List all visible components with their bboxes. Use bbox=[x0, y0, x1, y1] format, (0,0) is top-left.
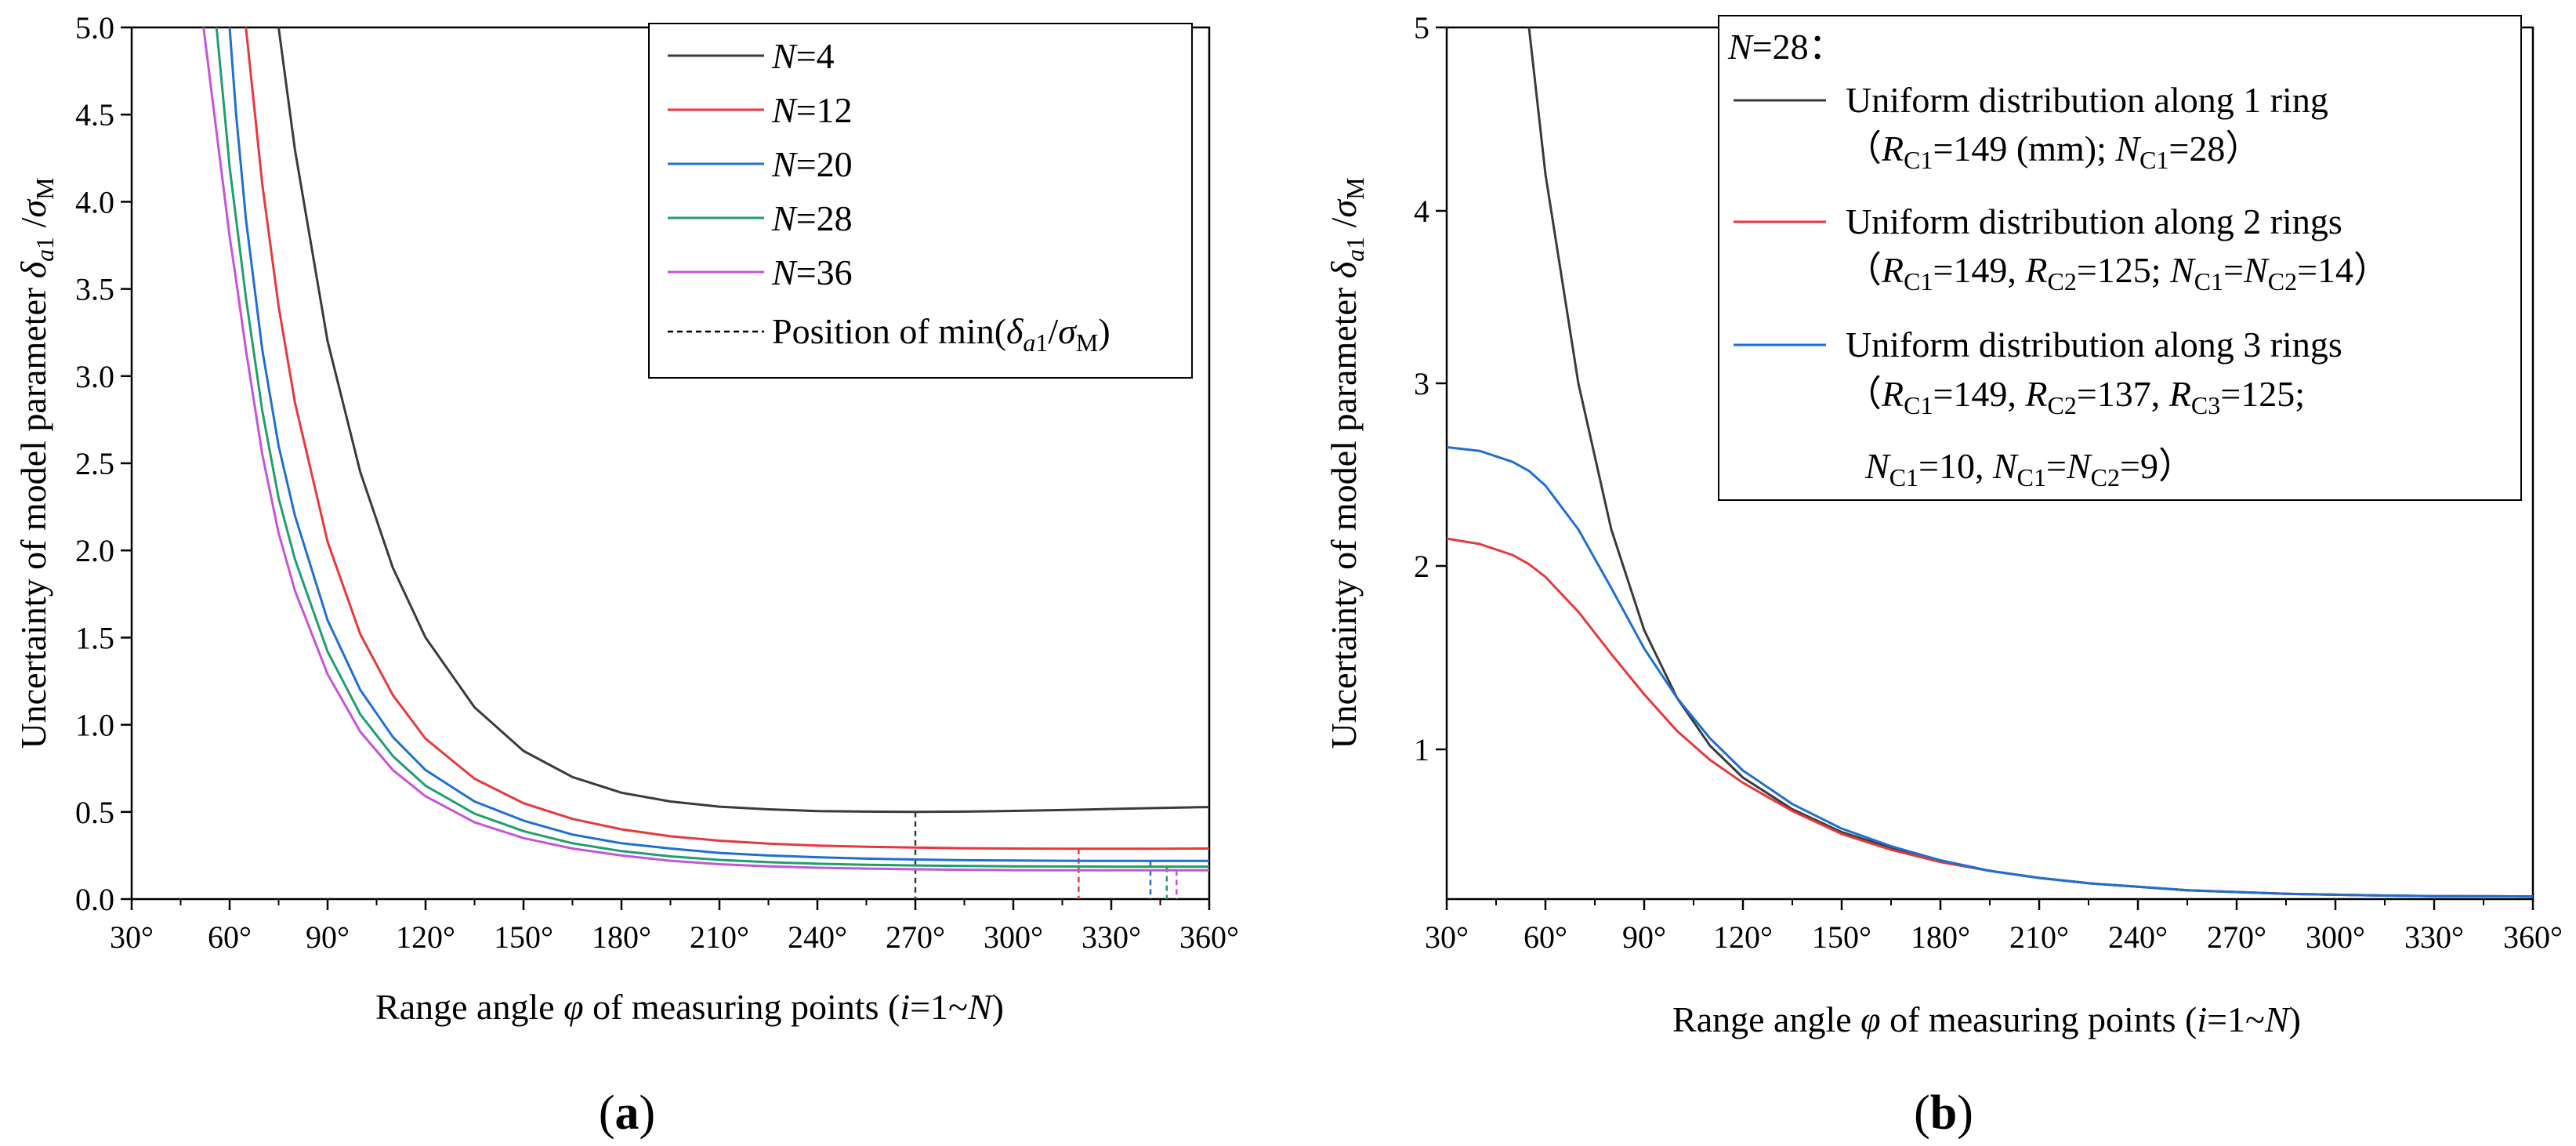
chart-a-x-tick-label: 240° bbox=[788, 919, 847, 955]
chart-b-y-tick-label: 3 bbox=[1414, 366, 1429, 401]
chart-b-x-tick-label: 360° bbox=[2503, 919, 2563, 955]
series-line-uniform-distribution-along-3-rings bbox=[1447, 446, 2533, 898]
chart-b: 30° 60° 90° 120° 150° 180° 210° 240° 270° 300° 330… bbox=[1324, 10, 2563, 1140]
chart-a-legend-label: N=12 bbox=[771, 90, 853, 130]
chart-a-ylabel: Uncertainty of model parameter δa1 /σM bbox=[13, 177, 59, 749]
chart-b-legend-title: N=28： bbox=[1727, 27, 1845, 67]
chart-a-y-tick-label: 3.5 bbox=[75, 272, 114, 307]
chart-b-x-tick-label: 120° bbox=[1713, 919, 1773, 955]
chart-a-y-tick-label: 0.5 bbox=[75, 795, 114, 830]
chart-a-y-tick-label: 5.0 bbox=[75, 10, 114, 45]
chart-a-y-tick-label: 2.0 bbox=[75, 533, 114, 568]
chart-a-legend: N=4 N=12 N=20 N=28 N=36 Position of min(δa1/… bbox=[648, 23, 1193, 379]
chart-a-y-tick-label: 4.0 bbox=[75, 184, 114, 219]
chart-a-xlabel: Range angle φ of measuring points (i=1~N… bbox=[375, 987, 1004, 1027]
chart-b-x-tick-label: 270° bbox=[2207, 919, 2266, 955]
chart-b-xlabel: Range angle φ of measuring points (i=1~N… bbox=[1672, 999, 2301, 1039]
chart-b-legend: N=28： Uniform distribution along 1 ring … bbox=[1718, 15, 2522, 501]
series-line-n-28 bbox=[215, 27, 1209, 869]
series-line-uniform-distribution-along-2-rings bbox=[1447, 537, 2533, 898]
series-line-n-36 bbox=[202, 27, 1209, 872]
chart-a-x-tick-label: 120° bbox=[396, 919, 455, 955]
chart-a-legend-label: N=20 bbox=[771, 144, 853, 184]
chart-b-panel-label: (b) bbox=[1914, 1086, 1973, 1140]
chart-a-x-tick-label: 180° bbox=[592, 919, 651, 955]
chart-a-x-tick-label: 360° bbox=[1179, 919, 1239, 955]
chart-a-x-tick-label: 300° bbox=[984, 919, 1043, 955]
chart-a: 30° 60° 90° 120° 150° 180° 210° 240° 270° 300° 330… bbox=[13, 10, 1239, 1140]
chart-b-axes: 30° 60° 90° 120° 150° 180° 210° 240° 270° 300° 330… bbox=[1414, 10, 2563, 955]
chart-b-y-tick-label: 5 bbox=[1414, 10, 1429, 45]
chart-b-x-tick-label: 240° bbox=[2108, 919, 2168, 955]
series-line-n-20 bbox=[228, 27, 1209, 862]
chart-b-legend-detail: NC1=10, NC1=NC2=9） bbox=[1864, 446, 2194, 491]
chart-b-x-tick-label: 330° bbox=[2404, 919, 2464, 955]
chart-b-legend-label: Uniform distribution along 3 rings bbox=[1846, 325, 2342, 364]
chart-a-axes: 30° 60° 90° 120° 150° 180° 210° 240° 270° 300° 330… bbox=[75, 10, 1239, 955]
chart-b-legend-label: Uniform distribution along 2 rings bbox=[1846, 201, 2342, 241]
chart-b-x-tick-label: 150° bbox=[1812, 919, 1871, 955]
chart-b-legend-detail: （RC1=149, RC2=137, RC3=125; bbox=[1846, 374, 2305, 419]
chart-a-y-tick-label: 2.5 bbox=[75, 446, 114, 481]
chart-a-x-tick-label: 330° bbox=[1081, 919, 1141, 955]
chart-b-series bbox=[1447, 27, 2533, 898]
chart-a-y-tick-label: 0.0 bbox=[75, 882, 114, 917]
chart-b-legend-detail: （RC1=149 (mm); NC1=28） bbox=[1846, 129, 2261, 174]
chart-a-x-tick-label: 90° bbox=[306, 919, 350, 955]
series-line-n-4 bbox=[277, 27, 1209, 814]
chart-a-legend-label: N=4 bbox=[771, 36, 835, 76]
chart-b-x-tick-label: 300° bbox=[2306, 919, 2365, 955]
chart-a-x-tick-label: 150° bbox=[494, 919, 553, 955]
chart-a-y-tick-label: 4.5 bbox=[75, 97, 114, 132]
chart-a-legend-label: N=28 bbox=[771, 198, 853, 238]
chart-b-legend-box bbox=[1718, 15, 2522, 501]
chart-b-y-tick-label: 1 bbox=[1414, 732, 1429, 767]
chart-a-y-tick-label: 1.0 bbox=[75, 708, 114, 743]
chart-a-min-markers bbox=[914, 811, 1178, 899]
chart-a-panel-label: (a) bbox=[599, 1086, 655, 1140]
chart-a-legend-min-label: Position of min(δa1/σM) bbox=[772, 311, 1110, 357]
chart-b-ylabel: Uncertainty of model parameter δa1 /σM bbox=[1324, 177, 1369, 749]
chart-b-legend-detail: （RC1=149, RC2=125; NC1=NC2=14） bbox=[1846, 250, 2389, 296]
chart-a-x-tick-label: 30° bbox=[110, 919, 154, 955]
chart-b-x-tick-label: 210° bbox=[2009, 919, 2069, 955]
chart-a-legend-box bbox=[648, 23, 1193, 379]
chart-a-y-tick-label: 1.5 bbox=[75, 620, 114, 655]
chart-a-x-tick-label: 270° bbox=[886, 919, 945, 955]
chart-b-x-tick-label: 90° bbox=[1622, 919, 1666, 955]
chart-a-legend-label: N=36 bbox=[771, 252, 853, 292]
chart-b-y-tick-label: 2 bbox=[1414, 549, 1429, 584]
series-line-n-12 bbox=[245, 27, 1209, 850]
chart-b-x-tick-label: 60° bbox=[1523, 919, 1567, 955]
chart-a-series bbox=[202, 27, 1209, 872]
chart-b-y-tick-label: 4 bbox=[1414, 194, 1429, 229]
chart-a-legend-items: N=4 N=12 N=20 N=28 N=36 bbox=[668, 36, 853, 292]
chart-a-x-tick-label: 60° bbox=[208, 919, 252, 955]
chart-b-x-tick-label: 180° bbox=[1911, 919, 1970, 955]
chart-b-legend-label: Uniform distribution along 1 ring bbox=[1846, 80, 2328, 120]
chart-b-x-tick-label: 30° bbox=[1425, 919, 1469, 955]
chart-a-x-tick-label: 210° bbox=[690, 919, 749, 955]
chart-a-y-tick-label: 3.0 bbox=[75, 359, 114, 394]
